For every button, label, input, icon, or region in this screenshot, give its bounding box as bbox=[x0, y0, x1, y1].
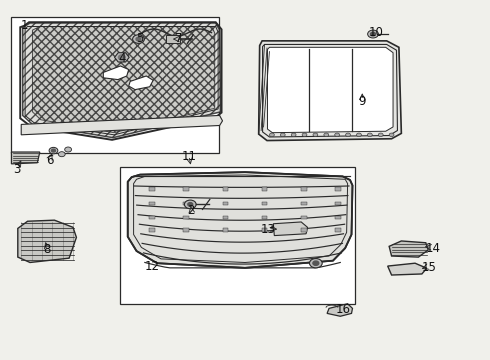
Circle shape bbox=[188, 203, 193, 206]
Circle shape bbox=[133, 35, 145, 43]
Circle shape bbox=[51, 149, 55, 152]
Bar bbox=[335, 216, 341, 220]
Circle shape bbox=[65, 147, 72, 152]
Bar bbox=[262, 228, 268, 232]
Bar bbox=[183, 187, 189, 191]
Bar bbox=[222, 228, 228, 232]
Bar bbox=[222, 202, 228, 205]
Text: 14: 14 bbox=[426, 242, 441, 255]
Polygon shape bbox=[128, 172, 352, 268]
Text: 8: 8 bbox=[44, 243, 51, 256]
Circle shape bbox=[136, 37, 141, 41]
Circle shape bbox=[119, 55, 125, 60]
Text: 10: 10 bbox=[368, 27, 383, 40]
Text: 11: 11 bbox=[181, 150, 196, 163]
Bar bbox=[335, 228, 341, 232]
Text: 5: 5 bbox=[136, 32, 144, 45]
Bar bbox=[222, 216, 228, 220]
Circle shape bbox=[324, 133, 329, 136]
Circle shape bbox=[335, 133, 340, 136]
Polygon shape bbox=[11, 152, 40, 164]
Circle shape bbox=[370, 32, 375, 36]
Text: 7: 7 bbox=[175, 32, 183, 45]
Bar bbox=[121, 167, 355, 304]
Polygon shape bbox=[259, 41, 401, 140]
Bar bbox=[335, 187, 341, 191]
Circle shape bbox=[313, 133, 318, 136]
Bar bbox=[301, 187, 307, 191]
Text: 6: 6 bbox=[46, 154, 53, 167]
Bar bbox=[183, 228, 189, 232]
Circle shape bbox=[345, 133, 350, 136]
Text: 4: 4 bbox=[118, 51, 125, 64]
Circle shape bbox=[184, 200, 196, 209]
Bar bbox=[11, 17, 219, 153]
Bar bbox=[301, 216, 307, 220]
Polygon shape bbox=[103, 66, 129, 80]
Text: 12: 12 bbox=[145, 260, 160, 273]
Text: 15: 15 bbox=[421, 261, 436, 274]
Polygon shape bbox=[327, 304, 352, 316]
Polygon shape bbox=[268, 47, 393, 133]
Circle shape bbox=[270, 133, 274, 136]
Polygon shape bbox=[21, 116, 222, 135]
Circle shape bbox=[368, 30, 378, 38]
Polygon shape bbox=[18, 220, 76, 262]
Bar bbox=[301, 202, 307, 205]
Circle shape bbox=[310, 258, 322, 268]
Polygon shape bbox=[388, 263, 427, 275]
Bar bbox=[262, 202, 268, 205]
Bar bbox=[183, 216, 189, 220]
Text: 3: 3 bbox=[13, 163, 21, 176]
Polygon shape bbox=[273, 222, 308, 235]
Circle shape bbox=[313, 261, 319, 265]
Circle shape bbox=[291, 133, 296, 136]
Bar bbox=[149, 216, 155, 220]
Circle shape bbox=[389, 133, 394, 136]
Polygon shape bbox=[32, 27, 215, 133]
Circle shape bbox=[280, 133, 285, 136]
Text: 16: 16 bbox=[335, 303, 350, 316]
Polygon shape bbox=[129, 76, 153, 90]
Bar bbox=[149, 228, 155, 232]
Circle shape bbox=[58, 152, 65, 157]
Bar bbox=[222, 187, 228, 191]
Circle shape bbox=[302, 133, 307, 136]
Text: 1: 1 bbox=[21, 19, 28, 32]
Bar bbox=[149, 202, 155, 205]
Circle shape bbox=[357, 133, 362, 136]
Bar bbox=[262, 187, 268, 191]
Text: 9: 9 bbox=[359, 95, 366, 108]
Bar bbox=[335, 202, 341, 205]
Bar bbox=[301, 228, 307, 232]
Bar bbox=[183, 202, 189, 205]
Bar bbox=[166, 36, 179, 42]
Polygon shape bbox=[389, 241, 428, 257]
Circle shape bbox=[378, 133, 383, 136]
Text: 13: 13 bbox=[261, 223, 275, 236]
Text: 2: 2 bbox=[188, 204, 195, 217]
Polygon shape bbox=[115, 53, 129, 62]
Polygon shape bbox=[23, 23, 220, 138]
Circle shape bbox=[49, 147, 58, 154]
Circle shape bbox=[368, 133, 372, 136]
Bar bbox=[262, 216, 268, 220]
Bar bbox=[149, 187, 155, 191]
